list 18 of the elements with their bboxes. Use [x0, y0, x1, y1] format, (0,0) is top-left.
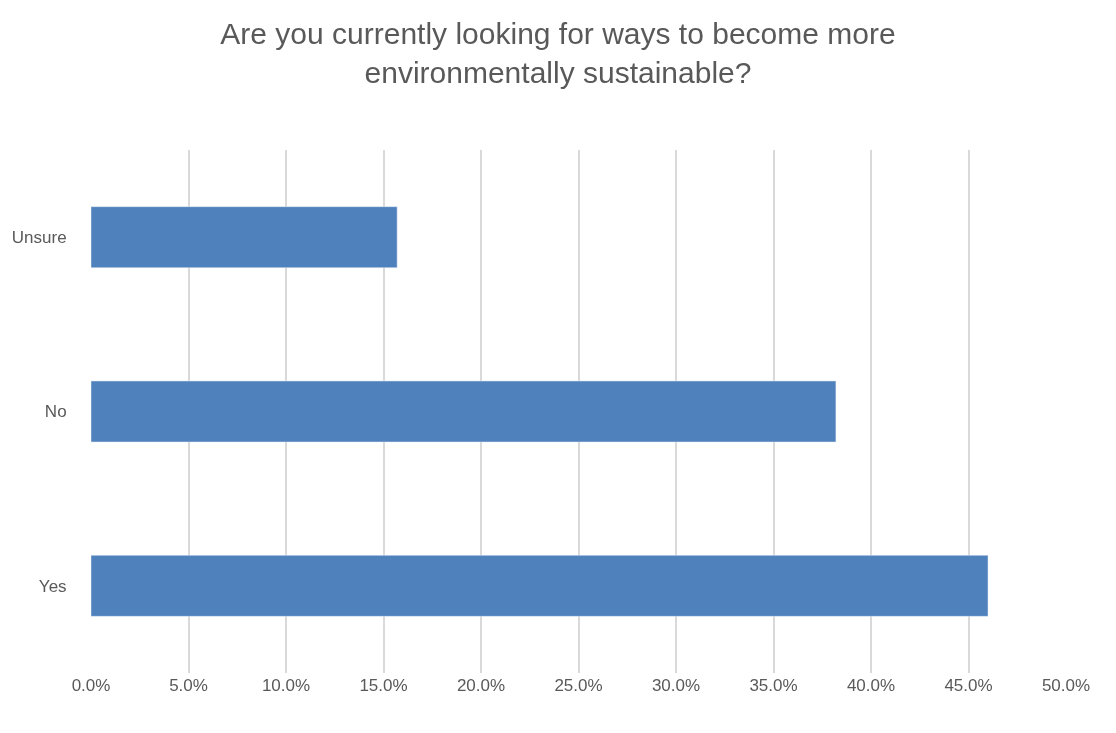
x-tick-label: 35.0% — [749, 676, 798, 695]
bar — [91, 555, 989, 617]
y-tick-label: No — [44, 402, 67, 422]
x-tick-label: 50.0% — [1041, 676, 1091, 695]
x-tick-label: 20.0% — [456, 676, 506, 695]
bar — [91, 206, 398, 268]
x-tick-label: 30.0% — [651, 676, 701, 695]
chart-title: Are you currently looking for ways to become more environmentally sustainable? — [220, 16, 896, 89]
y-tick-label: Unsure — [11, 228, 67, 248]
x-tick-label: 15.0% — [359, 676, 408, 695]
y-tick-label: Yes — [38, 576, 67, 596]
bar — [91, 380, 837, 443]
x-tick-label: 45.0% — [944, 676, 993, 695]
x-tick-label: 25.0% — [554, 676, 603, 695]
x-tick-label: 40.0% — [846, 676, 896, 695]
x-tick-label: 5.0% — [169, 676, 208, 695]
x-tick-label: 0.0% — [71, 676, 111, 695]
x-tick-label: 10.0% — [261, 676, 311, 695]
